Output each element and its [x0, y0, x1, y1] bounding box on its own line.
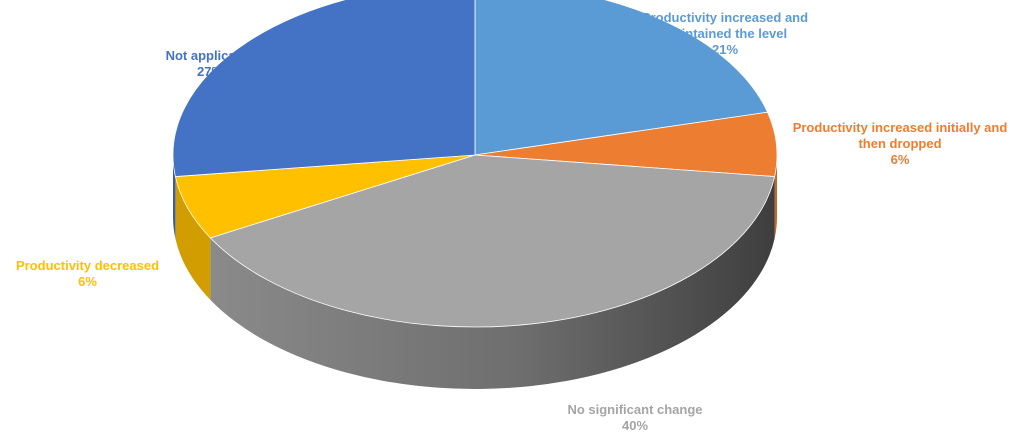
slice-label-increased-dropped: Productivity increased initially and the… — [780, 120, 1020, 168]
slice-label-text: No significant change — [567, 402, 703, 417]
pie-slice — [209, 154, 776, 328]
slice-label-increased-maintained: Productivity increased and maintained th… — [610, 10, 840, 58]
pie-slice-side — [175, 176, 211, 300]
slice-percent: 21% — [711, 42, 739, 57]
slice-label-text: Productivity decreased — [15, 258, 160, 273]
slice-percent: 40% — [621, 418, 649, 433]
slice-label-not-applicable: Not applicable 27% — [130, 48, 290, 80]
slice-percent: 6% — [78, 274, 97, 289]
slice-label-no-change: No significant change 40% — [520, 402, 750, 434]
slice-label-text: Productivity increased and maintained th… — [641, 10, 809, 41]
pie-slice-side — [210, 176, 775, 389]
slice-label-text: Not applicable — [165, 48, 255, 63]
slice-percent: 6% — [890, 152, 910, 167]
pie-slice-side — [173, 155, 176, 239]
pie-slice-side — [774, 155, 777, 239]
pie-slice — [474, 0, 769, 156]
slice-label-text: Productivity increased initially and the… — [792, 120, 1008, 151]
slice-label-decreased: Productivity decreased 6% — [0, 258, 175, 290]
pie-slice — [172, 0, 476, 177]
slice-percent: 27% — [196, 64, 224, 79]
